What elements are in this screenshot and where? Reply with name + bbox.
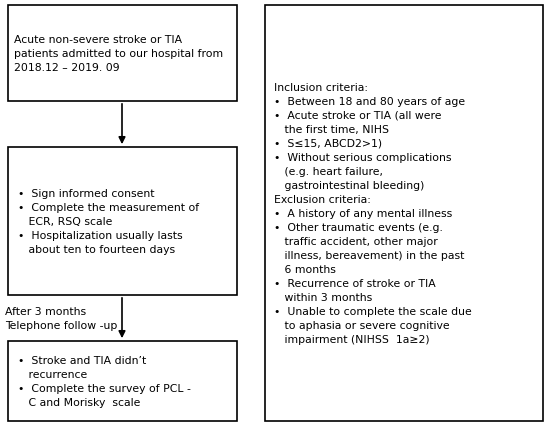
Bar — [8, 147, 237, 295]
Text: •  Stroke and TIA didn’t
   recurrence
•  Complete the survey of PCL -
   C and : • Stroke and TIA didn’t recurrence • Com… — [18, 355, 191, 407]
Text: Inclusion criteria:
•  Between 18 and 80 years of age
•  Acute stroke or TIA (al: Inclusion criteria: • Between 18 and 80 … — [274, 83, 472, 344]
Bar — [8, 6, 237, 102]
Text: Acute non-severe stroke or TIA
patients admitted to our hospital from
2018.12 – : Acute non-severe stroke or TIA patients … — [14, 35, 223, 73]
Text: After 3 months
Telephone follow -up: After 3 months Telephone follow -up — [5, 306, 117, 330]
Text: •  Sign informed consent
•  Complete the measurement of
   ECR, RSQ scale
•  Hos: • Sign informed consent • Complete the m… — [18, 189, 199, 255]
Bar — [8, 341, 237, 421]
Bar — [265, 6, 543, 421]
